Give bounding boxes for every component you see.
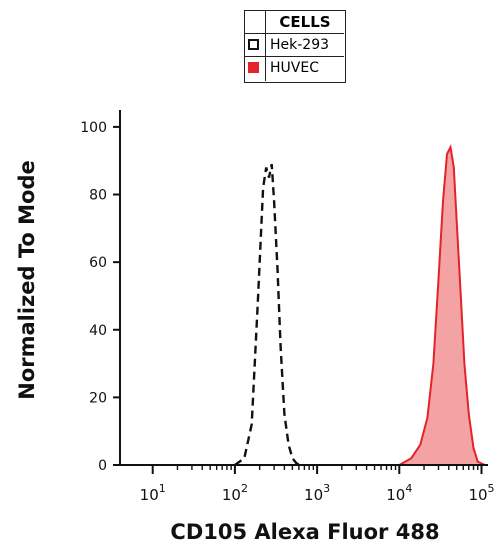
y-tick-label: 20	[89, 390, 107, 406]
legend-swatch-hek293	[248, 39, 259, 50]
y-tick-label: 40	[89, 323, 107, 339]
legend-label-huvec: HUVEC	[270, 60, 319, 76]
legend	[244, 10, 346, 83]
legend-swatch-huvec	[248, 62, 259, 73]
y-tick-label: 80	[89, 188, 107, 204]
legend-item-huvec: HUVEC	[244, 57, 344, 80]
y-axis-title: Normalized To Mode	[15, 160, 39, 400]
legend-divider	[265, 10, 266, 81]
legend-header: CELLS	[244, 10, 344, 34]
y-tick-label: 0	[98, 458, 107, 474]
x-tick-label: 101	[140, 482, 166, 504]
series-area-huvec	[399, 147, 485, 465]
y-tick-label: 60	[89, 255, 107, 271]
x-tick-label: 104	[386, 482, 412, 504]
series-layer	[234, 144, 486, 467]
y-tick-label: 100	[80, 120, 107, 136]
legend-label-hek293: Hek-293	[270, 37, 330, 53]
x-tick-label: 102	[222, 482, 248, 504]
series-line-hek293	[234, 163, 301, 467]
axes-layer: 020406080100101102103104105106	[80, 110, 495, 504]
x-tick-label: 103	[304, 482, 330, 504]
legend-item-hek293: Hek-293	[244, 34, 344, 57]
x-axis-title: CD105 Alexa Fluor 488	[170, 520, 440, 544]
series-line-huvec	[398, 144, 486, 466]
x-tick-label: 105	[468, 482, 494, 504]
